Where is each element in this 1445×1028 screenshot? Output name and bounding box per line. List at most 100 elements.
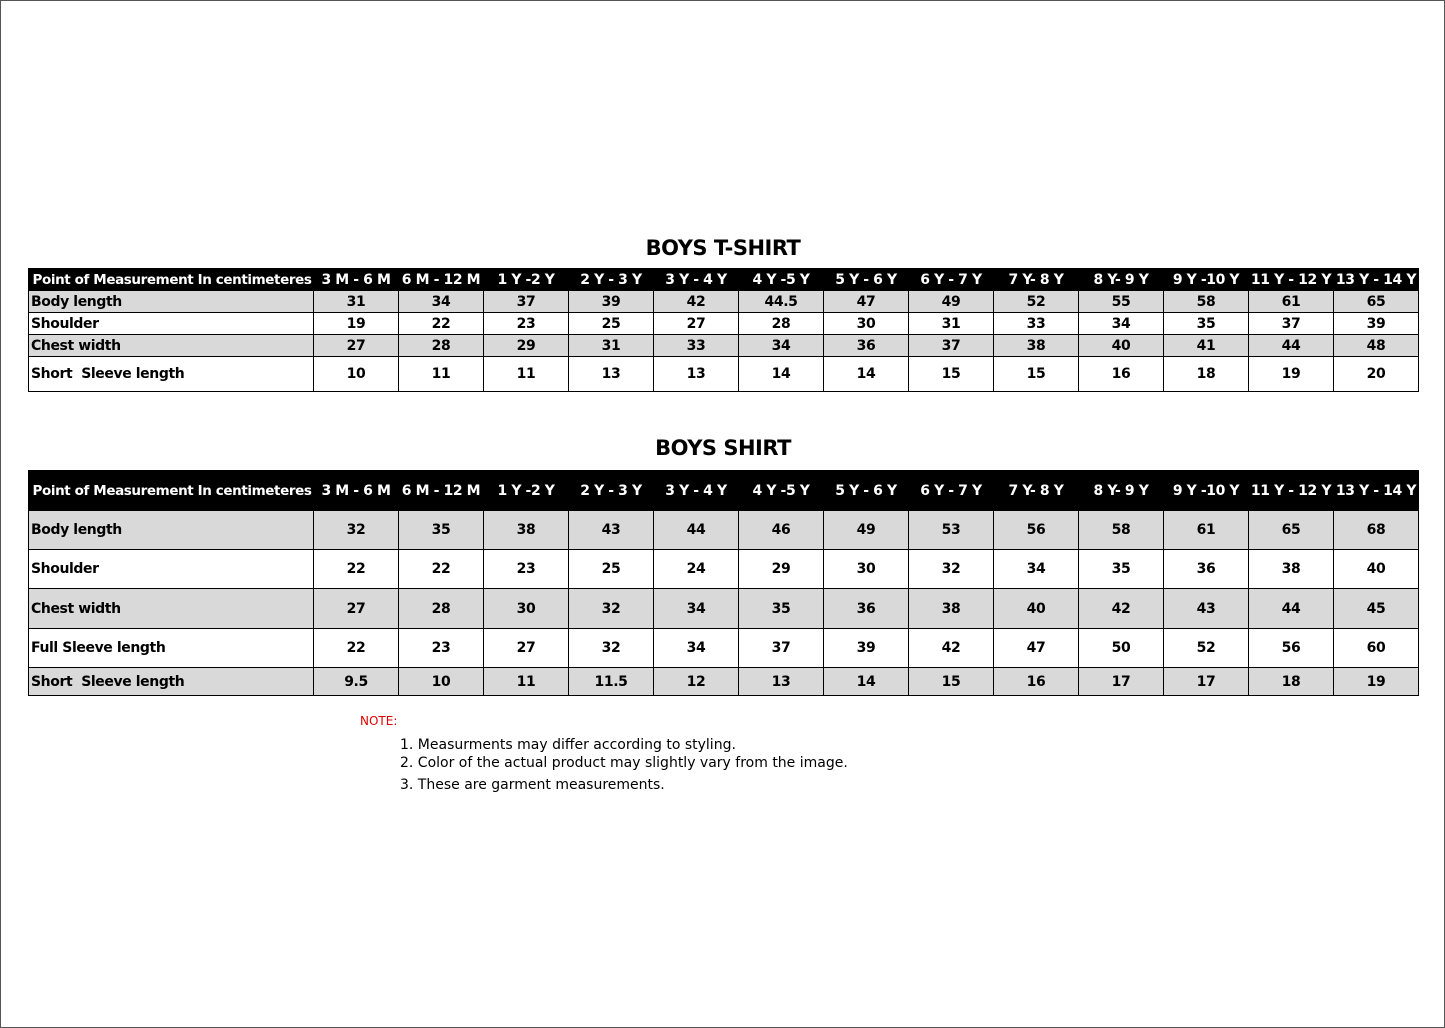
table-row: Body length 31 34 37 39 42 44.5 47 49 52 55 58 61 65: [28, 290, 1419, 313]
cell-value: 42: [1078, 588, 1164, 629]
cell-value: 37: [908, 334, 994, 357]
table-row: Chest width 27 28 29 31 33 34 36 37 38 40 41 44 48: [28, 334, 1419, 357]
table-row: Body length 32 35 38 43 44 46 49 53 56 58 61 65 68: [28, 510, 1419, 550]
cell-value: 52: [1163, 628, 1249, 668]
table-row: Shoulder 22 22 23 25 24 29 30 32 34 35 36 38 40: [28, 549, 1419, 589]
size-table: Point of Measurement In centimeteres 3 M …: [28, 268, 1419, 392]
size-header: 4 Y -5 Y: [738, 268, 824, 291]
cell-value: 12: [653, 667, 739, 696]
cell-value: 27: [313, 334, 399, 357]
size-header: 6 M - 12 M: [398, 470, 484, 511]
cell-value: 61: [1248, 290, 1334, 313]
cell-value: 58: [1078, 510, 1164, 550]
cell-value: 11: [398, 356, 484, 392]
size-header: 2 Y - 3 Y: [568, 268, 654, 291]
cell-value: 42: [908, 628, 994, 668]
row-label: Short Sleeve length: [28, 356, 314, 392]
cell-value: 15: [908, 356, 994, 392]
cell-value: 28: [398, 334, 484, 357]
cell-value: 39: [1333, 312, 1419, 335]
cell-value: 37: [483, 290, 569, 313]
cell-value: 60: [1333, 628, 1419, 668]
cell-value: 33: [653, 334, 739, 357]
cell-value: 37: [738, 628, 824, 668]
table-row: Shoulder 19 22 23 25 27 28 30 31 33 34 35 37 39: [28, 312, 1419, 335]
size-header: 4 Y -5 Y: [738, 470, 824, 511]
size-header: 5 Y - 6 Y: [823, 470, 909, 511]
cell-value: 38: [1248, 549, 1334, 589]
cell-value: 11: [483, 667, 569, 696]
note-label: NOTE:: [360, 714, 398, 728]
row-label: Shoulder: [28, 549, 314, 589]
size-header: 8 Y- 9 Y: [1078, 470, 1164, 511]
size-header: 7 Y- 8 Y: [993, 268, 1079, 291]
cell-value: 27: [313, 588, 399, 629]
cell-value: 20: [1333, 356, 1419, 392]
cell-value: 65: [1333, 290, 1419, 313]
cell-value: 22: [398, 312, 484, 335]
cell-value: 35: [398, 510, 484, 550]
cell-value: 44: [1248, 588, 1334, 629]
size-header: 3 M - 6 M: [313, 470, 399, 511]
cell-value: 13: [568, 356, 654, 392]
cell-value: 52: [993, 290, 1079, 313]
cell-value: 10: [313, 356, 399, 392]
cell-value: 32: [313, 510, 399, 550]
cell-value: 14: [738, 356, 824, 392]
note-item: 3. These are garment measurements.: [400, 777, 665, 793]
cell-value: 61: [1163, 510, 1249, 550]
cell-value: 22: [313, 549, 399, 589]
cell-value: 16: [1078, 356, 1164, 392]
size-header: 6 M - 12 M: [398, 268, 484, 291]
cell-value: 48: [1333, 334, 1419, 357]
cell-value: 14: [823, 356, 909, 392]
cell-value: 15: [993, 356, 1079, 392]
cell-value: 24: [653, 549, 739, 589]
cell-value: 19: [1333, 667, 1419, 696]
cell-value: 44.5: [738, 290, 824, 313]
cell-value: 47: [993, 628, 1079, 668]
cell-value: 34: [738, 334, 824, 357]
cell-value: 22: [313, 628, 399, 668]
cell-value: 68: [1333, 510, 1419, 550]
cell-value: 39: [823, 628, 909, 668]
cell-value: 34: [1078, 312, 1164, 335]
cell-value: 56: [1248, 628, 1334, 668]
size-header: 11 Y - 12 Y: [1248, 268, 1334, 291]
size-header: 5 Y - 6 Y: [823, 268, 909, 291]
header-row: Point of Measurement In centimeteres 3 M …: [28, 268, 1419, 291]
cell-value: 17: [1078, 667, 1164, 696]
header-label: Point of Measurement In centimeteres: [28, 470, 314, 511]
cell-value: 44: [653, 510, 739, 550]
cell-value: 18: [1248, 667, 1334, 696]
row-label: Short Sleeve length: [28, 667, 314, 696]
size-header: 1 Y -2 Y: [483, 470, 569, 511]
cell-value: 38: [908, 588, 994, 629]
cell-value: 40: [1078, 334, 1164, 357]
size-header: 3 Y - 4 Y: [653, 470, 739, 511]
cell-value: 19: [313, 312, 399, 335]
note-item: 1. Measurments may differ according to s…: [400, 737, 736, 753]
cell-value: 43: [568, 510, 654, 550]
cell-value: 28: [738, 312, 824, 335]
cell-value: 47: [823, 290, 909, 313]
cell-value: 13: [738, 667, 824, 696]
cell-value: 38: [993, 334, 1079, 357]
cell-value: 40: [993, 588, 1079, 629]
cell-value: 31: [313, 290, 399, 313]
cell-value: 14: [823, 667, 909, 696]
cell-value: 40: [1333, 549, 1419, 589]
cell-value: 34: [993, 549, 1079, 589]
table-row: Chest width 27 28 30 32 34 35 36 38 40 42 43 44 45: [28, 588, 1419, 629]
cell-value: 41: [1163, 334, 1249, 357]
cell-value: 25: [568, 549, 654, 589]
cell-value: 58: [1163, 290, 1249, 313]
table-title: BOYS SHIRT: [655, 436, 791, 460]
cell-value: 50: [1078, 628, 1164, 668]
cell-value: 37: [1248, 312, 1334, 335]
cell-value: 25: [568, 312, 654, 335]
cell-value: 49: [823, 510, 909, 550]
cell-value: 44: [1248, 334, 1334, 357]
row-label: Chest width: [28, 334, 314, 357]
cell-value: 36: [1163, 549, 1249, 589]
